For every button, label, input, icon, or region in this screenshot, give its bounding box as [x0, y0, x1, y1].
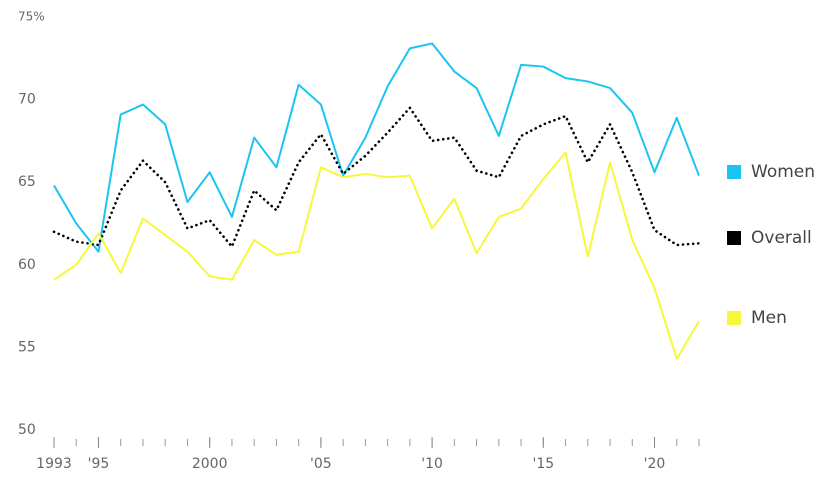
x-tick-label: 2000 — [192, 456, 228, 472]
x-tick-label: '05 — [310, 456, 332, 472]
x-tick-label: '95 — [88, 456, 110, 472]
legend-label: Overall — [751, 228, 812, 248]
legend-swatch — [727, 165, 741, 179]
legend-label: Men — [751, 308, 787, 328]
y-tick-label: 55 — [18, 339, 36, 355]
y-tick-label: 75% — [18, 10, 45, 24]
series-line — [53, 151, 700, 360]
y-tick-label: 50 — [18, 422, 36, 438]
legend-swatch — [727, 231, 741, 245]
y-tick-label: 70 — [18, 92, 36, 108]
x-tick-label: 1993 — [36, 456, 72, 472]
series-line — [52, 106, 701, 248]
legend-label: Women — [751, 162, 815, 182]
series-line — [53, 42, 700, 253]
x-tick-label: '15 — [532, 456, 554, 472]
x-tick-label: '10 — [421, 456, 443, 472]
x-tick-label: '20 — [644, 456, 666, 472]
y-tick-label: 60 — [18, 257, 36, 273]
legend-swatch — [727, 311, 741, 325]
y-tick-label: 65 — [18, 174, 36, 190]
